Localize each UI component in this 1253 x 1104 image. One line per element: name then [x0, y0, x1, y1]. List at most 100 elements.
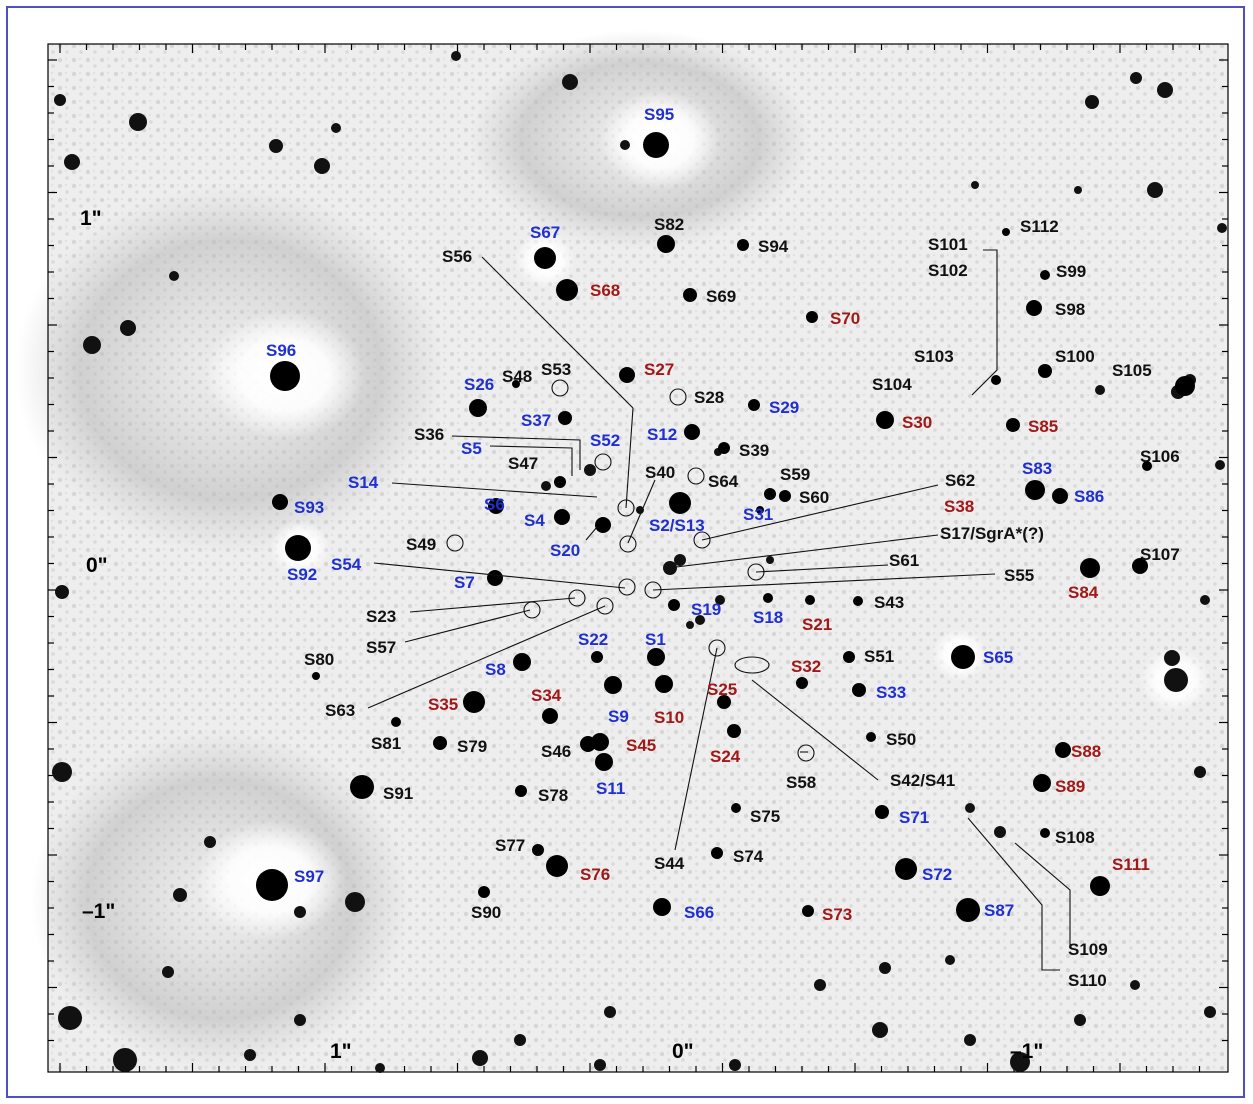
field-star-38	[1164, 668, 1188, 692]
star-dot-s85	[1006, 418, 1020, 432]
field-star-36	[1074, 1014, 1086, 1026]
star-label-s72: S72	[922, 865, 952, 884]
star-dot-s95	[643, 132, 669, 158]
star-label-s67: S67	[530, 223, 560, 242]
source-circles	[446, 379, 815, 762]
star-dot-s96	[270, 361, 300, 391]
star-dot-s4	[554, 509, 570, 525]
star-dot-s79	[433, 736, 447, 750]
star-dot-s86	[1052, 488, 1068, 504]
star-dot-s50	[866, 732, 876, 742]
field-star-59	[965, 803, 975, 813]
star-label-s9: S9	[608, 707, 629, 726]
field-star-50	[674, 554, 686, 566]
star-dot-s24	[727, 724, 741, 738]
field-star-53	[584, 464, 596, 476]
star-dot-s29	[748, 399, 760, 411]
star-label-s39: S39	[739, 441, 769, 460]
star-label-s20: S20	[550, 541, 580, 560]
field-star-40	[1204, 1006, 1216, 1018]
field-star-21	[58, 1006, 82, 1030]
star-label-s40: S40	[645, 463, 675, 482]
star-label-s23: S23	[366, 607, 396, 626]
star-label-s14: S14	[348, 473, 379, 492]
image-border	[47, 43, 1229, 1073]
field-star-58	[994, 826, 1006, 838]
field-star-33	[879, 962, 891, 974]
field-star-8	[620, 140, 630, 150]
star-label-s112: S112	[1020, 217, 1059, 236]
star-dot-s11	[595, 753, 613, 771]
star-dot-s6	[488, 498, 504, 514]
star-label-s74: S74	[733, 847, 764, 866]
star-label-s88: S88	[1071, 742, 1101, 761]
field-star-12	[1147, 182, 1163, 198]
star-dot-s90	[478, 886, 490, 898]
star-dot-s89	[1033, 774, 1051, 792]
star-label-s48: S48	[502, 367, 532, 386]
star-label-s94: S94	[758, 237, 789, 256]
field-star-18	[169, 271, 179, 281]
field-star-1	[129, 113, 147, 131]
star-label-s27: S27	[644, 360, 674, 379]
star-dot-s84	[1080, 558, 1100, 578]
star-label-s111: S111	[1112, 855, 1150, 874]
star-label-s17-sgra: S17/SgrA*(?)	[940, 524, 1044, 543]
x-axis-label-right: –1"	[1010, 1040, 1043, 1063]
star-label-s90: S90	[471, 903, 501, 922]
star-dot-s94	[737, 239, 749, 251]
field-star-22	[113, 1048, 137, 1072]
star-dot-s112	[1002, 228, 1010, 236]
star-label-s56: S56	[442, 247, 472, 266]
star-dot-s87	[956, 898, 980, 922]
star-dot-s70	[806, 311, 818, 323]
star-label-s54: S54	[331, 555, 362, 574]
star-label-s75: S75	[750, 807, 780, 826]
star-label-s60: S60	[799, 488, 829, 507]
star-dot-s108	[1040, 828, 1050, 838]
star-label-s106: S106	[1140, 447, 1180, 466]
star-label-s1: S1	[645, 630, 666, 649]
star-label-s5: S5	[461, 439, 482, 458]
star-label-s73: S73	[822, 905, 852, 924]
star-dot-s9	[604, 676, 622, 694]
star-label-s25: S25	[707, 680, 737, 699]
star-labels: S95 S67 S82 S94 S56 S68 S69 S70 S101 S102 S112 S99 S…	[266, 105, 1180, 990]
star-label-s101: S101	[928, 235, 968, 254]
star-dot-s32	[796, 677, 808, 689]
star-label-s82: S82	[654, 215, 684, 234]
star-dot-s105	[1175, 376, 1195, 396]
star-label-s4: S4	[524, 511, 545, 530]
star-label-s105: S105	[1112, 361, 1152, 380]
star-label-s64: S64	[708, 472, 739, 491]
star-label-s11: S11	[596, 779, 625, 798]
star-dot-s78	[515, 785, 527, 797]
star-dot-s80	[312, 672, 320, 680]
field-star-25	[294, 906, 306, 918]
field-star-13	[1217, 223, 1227, 233]
star-dot-s59	[764, 488, 776, 500]
field-star-64	[1130, 980, 1140, 990]
star-dot-s35	[463, 691, 485, 713]
star-dot-s21	[805, 595, 815, 605]
star-label-s69: S69	[706, 287, 736, 306]
star-dot-s82	[657, 235, 675, 253]
star-dot-s92	[285, 535, 311, 561]
field-star-26	[345, 892, 365, 912]
star-dot-s73	[802, 905, 814, 917]
star-label-s85: S85	[1028, 417, 1058, 436]
star-dot-s1	[647, 648, 665, 666]
star-label-s109: S109	[1068, 940, 1108, 959]
star-label-s98: S98	[1055, 300, 1085, 319]
star-label-s21: S21	[802, 615, 832, 634]
star-label-s6: S6	[484, 495, 505, 514]
star-dot-s107	[1132, 558, 1148, 574]
star-label-s52: S52	[590, 431, 620, 450]
star-dot-s99	[1040, 270, 1050, 280]
star-dot-s69	[683, 288, 697, 302]
star-label-s38: S38	[944, 497, 974, 516]
field-star-44	[594, 1059, 606, 1071]
star-label-s77: S77	[495, 836, 525, 855]
star-label-s103: S103	[914, 347, 954, 366]
star-label-s26: S26	[464, 375, 494, 394]
